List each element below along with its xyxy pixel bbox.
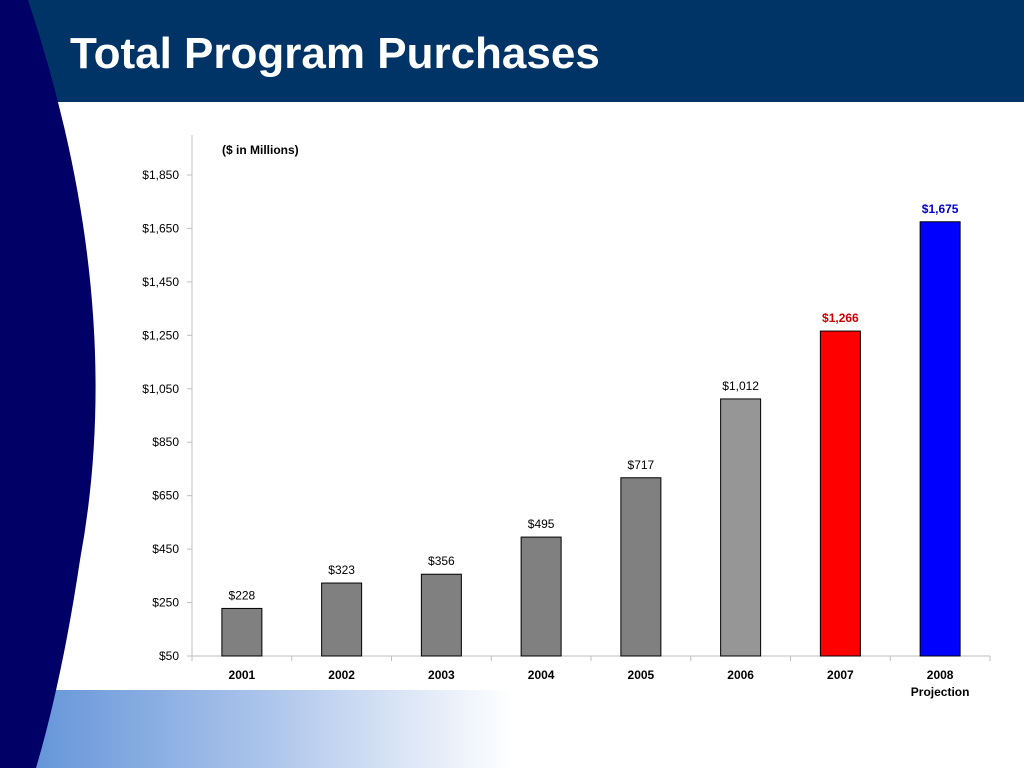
bar-2002 — [321, 582, 363, 657]
data-label: $1,012 — [722, 379, 759, 393]
y-tick-label: $1,250 — [142, 328, 179, 342]
bar-2008 — [919, 221, 961, 657]
x-tick-label: 2002 — [328, 668, 355, 682]
x-tick-label: 2004 — [528, 668, 555, 682]
left-swoosh — [0, 0, 96, 768]
data-label: $717 — [628, 458, 655, 472]
y-tick-label: $50 — [159, 649, 179, 663]
bar-2007 — [819, 330, 861, 657]
swoosh-shape — [0, 0, 96, 768]
chart-subtitle: ($ in Millions) — [222, 143, 299, 157]
y-tick-label: $1,050 — [142, 382, 179, 396]
header-bar — [0, 0, 1024, 102]
bar-2005 — [620, 477, 662, 657]
bar-2001 — [221, 607, 263, 657]
data-label: $228 — [229, 588, 256, 602]
bottom-gradient — [0, 690, 1024, 768]
x-tick-label: 2003 — [428, 668, 455, 682]
data-label: $323 — [328, 563, 355, 577]
data-label: $1,675 — [922, 202, 959, 216]
bar-2004 — [520, 536, 562, 657]
y-tick-label: $850 — [152, 435, 179, 449]
y-tick-label: $450 — [152, 542, 179, 556]
y-tick-label: $1,850 — [142, 168, 179, 182]
bar-2003 — [420, 573, 462, 657]
y-tick-label: $650 — [152, 489, 179, 503]
y-tick-label: $1,650 — [142, 221, 179, 235]
y-tick-label: $1,450 — [142, 275, 179, 289]
x-tick-label: 2006 — [727, 668, 754, 682]
slide-title: Total Program Purchases — [70, 29, 600, 78]
data-label: $356 — [428, 554, 455, 568]
data-label: $1,266 — [822, 311, 859, 325]
x-tick-label: 2008 — [927, 668, 954, 682]
bar-2006 — [720, 398, 762, 657]
y-tick-label: $250 — [152, 596, 179, 610]
x-tick-label: 2007 — [827, 668, 854, 682]
data-label: $495 — [528, 517, 555, 531]
x-tick-sublabel: Projection — [911, 685, 970, 699]
x-tick-label: 2005 — [628, 668, 655, 682]
x-tick-label: 2001 — [229, 668, 256, 682]
